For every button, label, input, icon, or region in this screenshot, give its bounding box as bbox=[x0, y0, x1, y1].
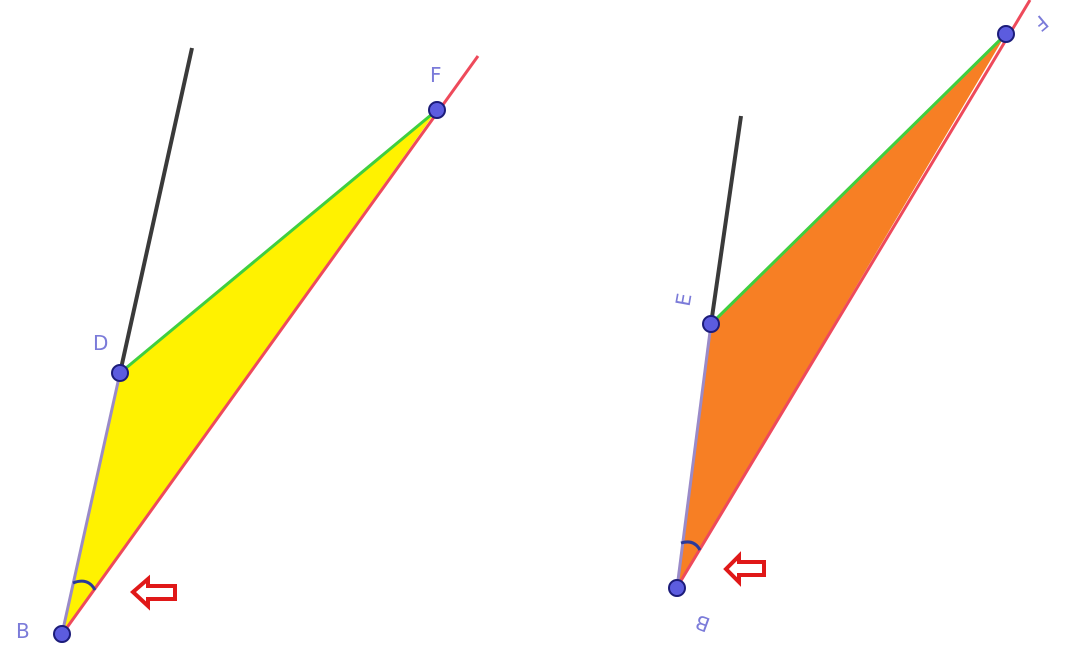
right-panel: B E F bbox=[668, 0, 1053, 637]
left-segment-bd bbox=[60, 372, 122, 635]
left-label-d: D bbox=[93, 331, 108, 355]
right-label-e: E bbox=[671, 291, 697, 308]
left-point-b[interactable] bbox=[53, 625, 71, 643]
right-point-f[interactable] bbox=[997, 25, 1015, 43]
left-point-d[interactable] bbox=[111, 364, 129, 382]
left-label-f: F bbox=[430, 63, 442, 87]
right-point-e[interactable] bbox=[702, 315, 720, 333]
right-ray-from-e bbox=[709, 115, 743, 325]
left-ray-from-d bbox=[118, 47, 194, 374]
right-angle-mark bbox=[680, 540, 702, 551]
left-label-b: B bbox=[16, 619, 30, 643]
left-panel: B D F bbox=[16, 47, 480, 643]
left-segment-df bbox=[119, 108, 438, 375]
right-point-b[interactable] bbox=[668, 579, 686, 597]
right-arrow-icon bbox=[723, 551, 766, 587]
left-point-f[interactable] bbox=[428, 101, 446, 119]
left-arrow-icon bbox=[130, 574, 177, 611]
right-line-bf bbox=[671, 0, 1032, 595]
left-line-bf bbox=[56, 55, 480, 641]
left-angle-mark bbox=[72, 579, 97, 591]
right-segment-ef bbox=[709, 32, 1008, 326]
